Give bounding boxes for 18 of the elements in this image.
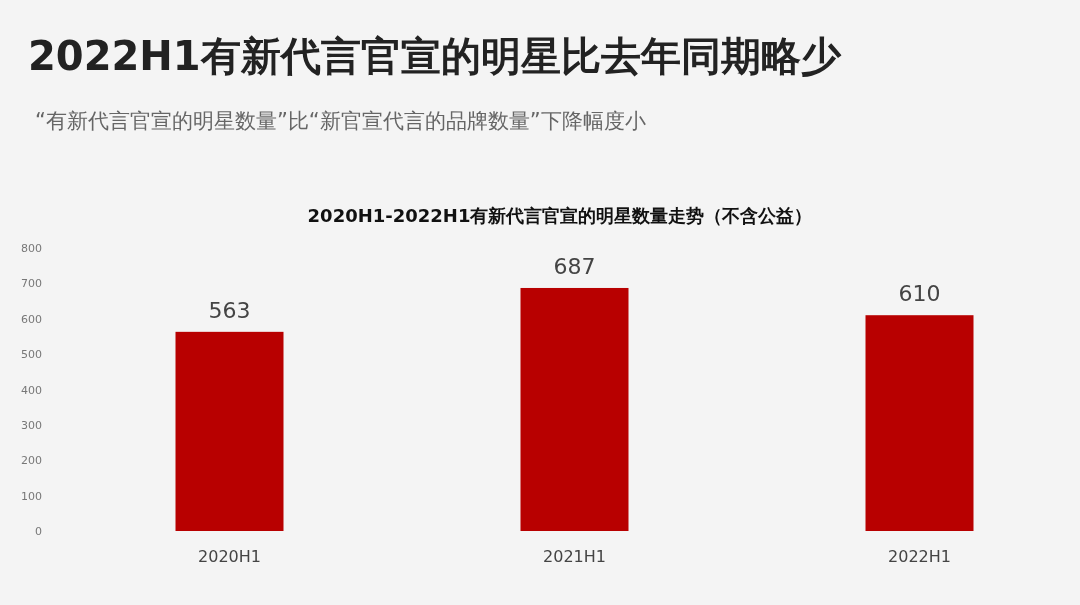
y-tick-label: 100 [21,489,42,503]
y-tick-label: 300 [21,418,42,432]
x-tick-label: 2021H1 [543,547,606,566]
x-tick-label: 2020H1 [198,547,261,566]
data-label: 687 [553,253,596,279]
y-tick-label: 600 [21,312,42,326]
text: “有新代言官宣的明星数量”比“新官宣代言的品牌数量”下降幅度小 [35,109,646,133]
text: 2022H1有新代言官宣的明星比去年同期略少 [28,33,842,79]
y-tick-label: 500 [21,348,42,362]
y-tick-label: 800 [21,242,42,255]
y-tick-label: 700 [21,277,42,291]
y-tick-label: 400 [21,383,42,397]
y-tick-label: 0 [35,525,42,538]
x-tick-label: 2022H1 [888,547,951,566]
data-label: 563 [208,297,251,323]
data-label: 610 [898,281,941,307]
chart-title: 2020H1-2022H1有新代言官宣的明星数量走势（不含公益） [307,205,813,226]
y-tick-label: 200 [21,454,42,468]
